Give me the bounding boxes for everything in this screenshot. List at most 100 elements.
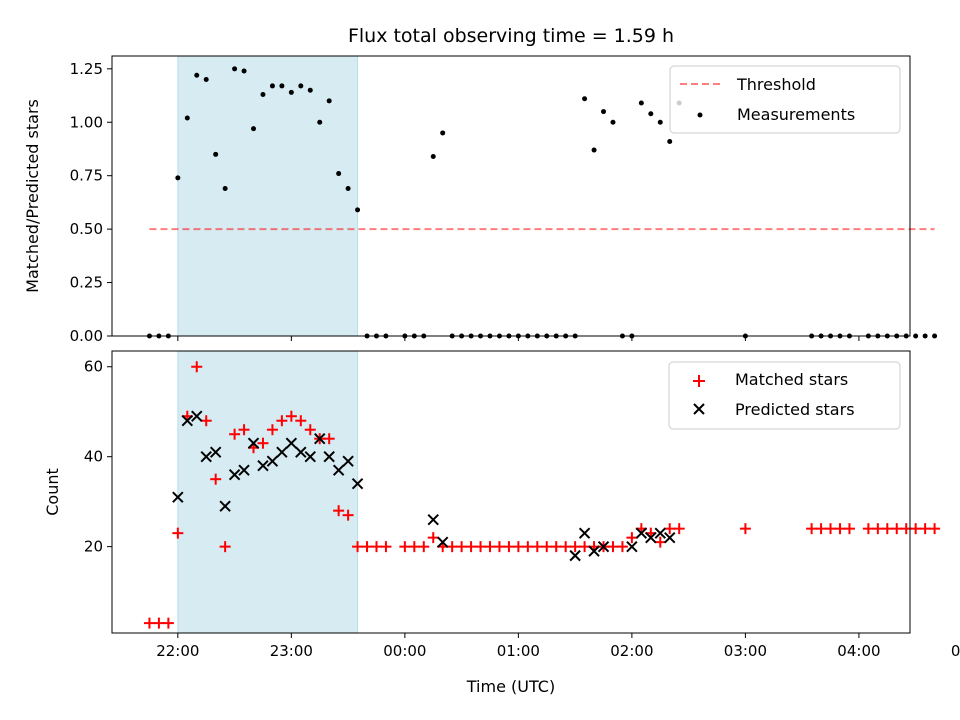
predicted-stars-point	[654, 527, 666, 539]
matched-stars-point	[418, 541, 430, 553]
predicted-stars-point	[181, 415, 194, 427]
predicted-stars-point	[332, 464, 345, 476]
matched-stars-point	[229, 428, 241, 440]
predicted-stars-point	[597, 540, 610, 553]
predicted-stars-point	[304, 450, 316, 463]
measurement-point	[932, 333, 938, 339]
bottom-plot-frame	[111, 350, 911, 634]
matched-stars-point	[825, 523, 837, 535]
top-highlight-span	[177, 55, 359, 337]
matched-stars-point	[408, 541, 420, 553]
legend-threshold-label: Threshold	[736, 75, 816, 94]
predicted-stars-point	[314, 432, 326, 445]
predicted-stars-point	[238, 464, 250, 476]
measurement-point	[657, 119, 663, 125]
measurement-point	[326, 98, 332, 104]
measurement-point	[638, 100, 644, 106]
bottom-legend: Matched stars Predicted stars	[668, 361, 901, 430]
matched-stars-point	[616, 541, 628, 553]
measurement-point	[184, 115, 190, 121]
top-y-axis-label: Matched/Predicted stars	[23, 99, 42, 293]
matched-stars-point	[304, 424, 316, 436]
matched-stars-point	[219, 541, 231, 553]
predicted-stars-point	[664, 531, 676, 544]
predicted-stars-point	[200, 450, 212, 463]
measurement-point	[922, 333, 928, 339]
matched-stars-point	[399, 541, 411, 553]
predicted-stars-point	[578, 527, 591, 539]
predicted-stars-point	[323, 450, 335, 463]
top-panel: 0.00 0.25 0.50 0.75 1.00 1.25 Matched/Predict…	[23, 55, 938, 345]
bottom-y-axis-label: Count	[43, 468, 62, 516]
legend-predicted-swatch	[693, 403, 705, 415]
matched-stars-point	[456, 541, 468, 553]
measurement-point	[241, 68, 247, 74]
matched-stars-point	[210, 473, 222, 485]
matched-stars-point	[929, 523, 941, 535]
matched-stars-point	[607, 541, 619, 553]
x-axis-label: Time (UTC)	[466, 677, 555, 696]
x-tick-label: 03:00	[724, 642, 767, 660]
matched-stars-point	[739, 523, 751, 535]
x-tick-label: 01:00	[497, 642, 540, 660]
legend-matched-swatch	[693, 375, 705, 387]
matched-stars-point	[843, 523, 855, 535]
predicted-stars-point	[285, 437, 298, 449]
top-y-tick-label: 0.75	[70, 167, 103, 185]
predicted-stars-point	[645, 531, 657, 544]
measurement-point	[260, 91, 266, 97]
matched-stars-point	[342, 509, 354, 521]
x-tick-label: 22:00	[156, 642, 199, 660]
measurement-point	[667, 138, 673, 144]
legend-measurements-label: Measurements	[737, 105, 855, 124]
matched-stars-point	[664, 523, 676, 535]
measurement-point	[232, 66, 238, 72]
predicted-stars-point	[342, 455, 354, 467]
measurement-point	[591, 147, 597, 153]
matched-stars-point	[257, 437, 269, 449]
matched-stars-point	[626, 532, 638, 544]
predicted-stars-point	[228, 468, 241, 481]
matched-stars-point	[162, 617, 174, 629]
predicted-stars-point	[219, 500, 231, 512]
top-y-tick-label: 1.25	[70, 60, 103, 78]
measurement-point	[175, 175, 181, 181]
predicted-stars-point	[569, 549, 581, 562]
matched-stars-point	[427, 532, 439, 544]
matched-stars-point	[295, 415, 307, 427]
measurement-point	[345, 186, 351, 192]
matched-stars-point	[872, 523, 884, 535]
matched-stars-point	[475, 541, 487, 553]
predicted-stars-point	[247, 437, 260, 449]
predicted-stars-point	[209, 446, 222, 458]
matched-stars-point	[806, 523, 818, 535]
measurement-point	[269, 83, 275, 89]
matched-stars-point	[266, 424, 278, 436]
x-tick-label: 00:00	[383, 642, 426, 660]
predicted-stars-point	[626, 540, 638, 553]
matched-stars-point	[503, 541, 515, 553]
measurement-point	[317, 119, 323, 125]
bottom-highlight-span	[177, 350, 359, 634]
predicted-stars-point	[191, 410, 203, 422]
measurement-point	[279, 83, 285, 89]
bottom-panel: 22:00 23:00 00:00 01:00 02:00 03:00 04:00 05:00…	[43, 350, 960, 696]
measurement-point	[336, 171, 342, 177]
matched-stars-point	[862, 523, 874, 535]
matched-stars-point	[370, 541, 382, 553]
matched-stars-point	[815, 523, 827, 535]
matched-stars-point	[834, 523, 846, 535]
matched-stars-point	[238, 424, 250, 436]
matched-stars-point	[446, 541, 458, 553]
measurement-point	[203, 77, 209, 83]
matched-stars-point	[143, 617, 155, 629]
matched-stars-point	[541, 541, 553, 553]
matched-stars-point	[484, 541, 496, 553]
matched-stars-point	[579, 541, 591, 553]
top-plot-frame	[111, 55, 911, 337]
predicted-stars-point	[588, 545, 600, 557]
matched-stars-point	[200, 415, 212, 427]
measurement-point	[222, 186, 228, 192]
predicted-stars-point	[266, 455, 279, 467]
